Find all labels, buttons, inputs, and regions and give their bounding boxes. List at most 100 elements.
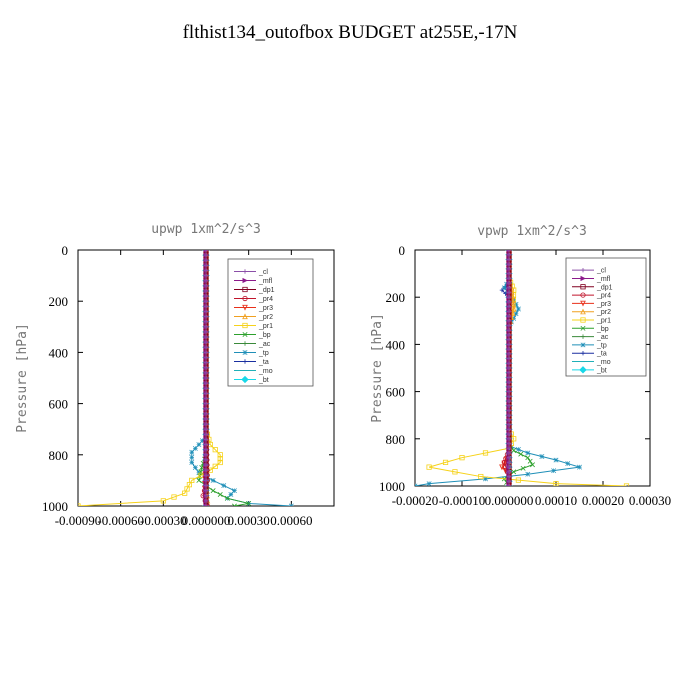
series-marker-ta — [242, 359, 248, 364]
series-marker-cl — [506, 375, 512, 380]
series-marker-cl — [203, 416, 209, 422]
x-tick-label: 0.00030 — [629, 493, 671, 508]
series-marker-cl — [203, 273, 209, 278]
series-marker-dp1 — [242, 286, 248, 293]
x-tick-label: 0.00060 — [270, 513, 312, 528]
series-tp — [415, 250, 582, 486]
series-marker-cl — [203, 252, 209, 258]
series-marker-cl — [203, 452, 209, 457]
legend-label-dp1: _dp1 — [258, 287, 275, 294]
series-marker-cl — [203, 401, 209, 406]
series-marker-cl — [203, 304, 209, 309]
series-marker-ac — [580, 334, 586, 339]
series-marker-cl — [506, 257, 512, 262]
series-marker-cl — [203, 329, 209, 335]
series-marker-cl — [506, 379, 512, 385]
series-marker-bp — [518, 451, 524, 457]
series-marker-cl — [203, 473, 209, 478]
legend-label-pr2: _pr2 — [596, 309, 611, 316]
legend-label-tp: _tp — [596, 342, 607, 349]
series-marker-tp — [483, 476, 488, 482]
series-marker-tp — [228, 492, 234, 497]
legend-label-ac: _ac — [258, 341, 271, 348]
series-marker-cl — [203, 503, 209, 506]
series-marker-pr1 — [212, 463, 218, 469]
series-marker-cl — [203, 391, 209, 396]
series-marker-bp — [527, 458, 533, 464]
plot-frame — [414, 249, 651, 487]
legend-label-ac: _ac — [596, 334, 609, 341]
legend-label-cl: _cl — [258, 269, 268, 276]
series-group — [415, 250, 630, 486]
series-marker-tp — [196, 442, 202, 448]
series-marker-cl — [203, 421, 209, 427]
series-marker-cl — [506, 356, 512, 361]
series-marker-pr1 — [442, 459, 449, 466]
series-cl — [203, 250, 209, 506]
legend-label-ta: _ta — [596, 351, 607, 358]
series-marker-pr2 — [242, 313, 248, 320]
series-marker-tp — [426, 481, 432, 486]
series-marker-dp1 — [580, 284, 586, 290]
series-marker-cl — [203, 411, 209, 417]
series-marker-pr3 — [580, 300, 586, 307]
series-marker-cl — [203, 478, 209, 483]
y-tick-label: 600 — [49, 397, 69, 412]
x-tick-label: 0.00020 — [582, 493, 624, 508]
legend-label-pr4: _pr4 — [258, 296, 273, 303]
series-marker-cl — [506, 323, 512, 328]
series-marker-cl — [506, 422, 512, 427]
series-marker-tp — [192, 465, 198, 471]
series-marker-pr1 — [217, 456, 223, 462]
series-marker-cl — [203, 447, 209, 452]
series-marker-cl — [506, 441, 512, 446]
series-marker-pr1 — [217, 459, 223, 466]
series-marker-cl — [203, 309, 209, 314]
series-marker-tp — [189, 460, 195, 465]
series-marker-bp — [196, 477, 202, 483]
series-marker-bp — [530, 462, 535, 468]
series-marker-cl — [506, 455, 512, 460]
x-tick-label: -0.00030 — [140, 513, 187, 528]
series-marker-tp — [288, 503, 294, 506]
series-marker-cl — [506, 304, 512, 309]
y-tick-label: 800 — [386, 432, 406, 447]
series-marker-pr1 — [171, 494, 177, 500]
series-marker-cl — [506, 446, 512, 451]
series-marker-cl — [506, 290, 512, 295]
series-marker-tp — [242, 350, 248, 355]
series-marker-cl — [506, 313, 512, 319]
series-marker-cl — [506, 276, 512, 281]
series-marker-bp — [231, 503, 237, 506]
series-marker-tp — [192, 445, 198, 451]
series-marker-bp — [511, 469, 517, 475]
series-marker-cl — [506, 309, 512, 314]
series-marker-pr1 — [217, 452, 223, 458]
legend-label-mo: _mo — [258, 368, 273, 375]
series-marker-cl — [203, 386, 209, 391]
legend-label-bt: _bt — [258, 377, 269, 384]
series-marker-cl — [506, 413, 512, 418]
series-marker-cl — [203, 334, 209, 340]
series-group — [78, 250, 294, 506]
series-marker-cl — [506, 328, 512, 333]
series-marker-tp — [539, 454, 545, 459]
x-tick-label: -0.00060 — [97, 513, 144, 528]
series-marker-bp — [217, 491, 223, 497]
chart-panel-2: vpwp 1xm^2/s^3 Pressure [hPa] 0 200 400 600 80… — [370, 224, 671, 508]
series-marker-pr1 — [198, 472, 204, 478]
series-line-pr1 — [78, 250, 221, 506]
x-tick-label: 0.000000 — [182, 513, 231, 528]
series-marker-cl — [506, 280, 512, 286]
series-marker-cl — [203, 324, 209, 329]
series-marker-bp — [224, 495, 230, 501]
series-marker-bp — [246, 500, 252, 506]
series-marker-tp — [515, 306, 521, 312]
series-marker-ta — [499, 287, 505, 293]
series-marker-tp — [513, 311, 519, 317]
series-marker-cl — [506, 250, 512, 253]
series-marker-cl — [203, 339, 209, 345]
series-marker-pr3 — [242, 304, 248, 311]
page-title: flthist134_outofbox BUDGET at255E,-17N — [182, 22, 518, 43]
